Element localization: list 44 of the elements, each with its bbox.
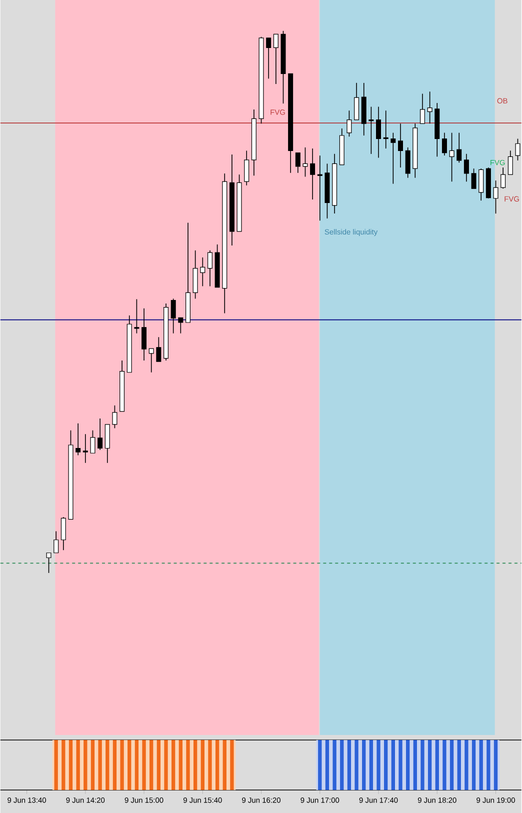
candlestick [82,434,88,464]
candlestick [76,422,81,456]
candlestick [515,138,520,161]
candlestick [54,530,59,554]
candlestick [104,424,110,464]
candlestick [200,257,206,287]
candlestick [302,147,308,178]
candlestick [346,110,352,137]
candlestick [464,154,470,182]
candlestick [376,106,382,158]
candlestick [156,336,162,362]
candlestick [208,250,213,287]
candlestick [148,348,154,373]
candlestick [266,38,272,79]
candlestick [368,106,374,154]
candlestick [354,82,360,120]
candlestick [390,132,396,184]
candlestick [134,298,140,334]
candlestick [420,93,426,124]
candlestick [46,552,52,574]
candlestick [296,152,300,174]
candlestick [493,180,498,214]
candlestick [178,317,184,334]
candlestick [478,168,484,201]
candlestick [317,155,322,222]
candlestick [471,168,476,190]
candlestick [398,123,404,168]
candlestick [61,516,66,551]
candlestick [310,148,316,200]
candlestick [170,298,176,334]
candlestick [456,132,462,164]
candlestick [244,150,250,186]
candlestick [405,147,410,178]
candlestick [142,308,147,361]
candlestick [274,34,279,84]
candlestick [112,405,118,429]
candlestick [442,132,448,156]
candlestick [500,167,506,190]
candlestick [508,150,514,175]
candlestick [449,132,454,182]
candlestick [427,91,432,124]
candlestick [98,418,103,450]
candlestick [383,110,388,149]
candlestick [90,430,96,454]
